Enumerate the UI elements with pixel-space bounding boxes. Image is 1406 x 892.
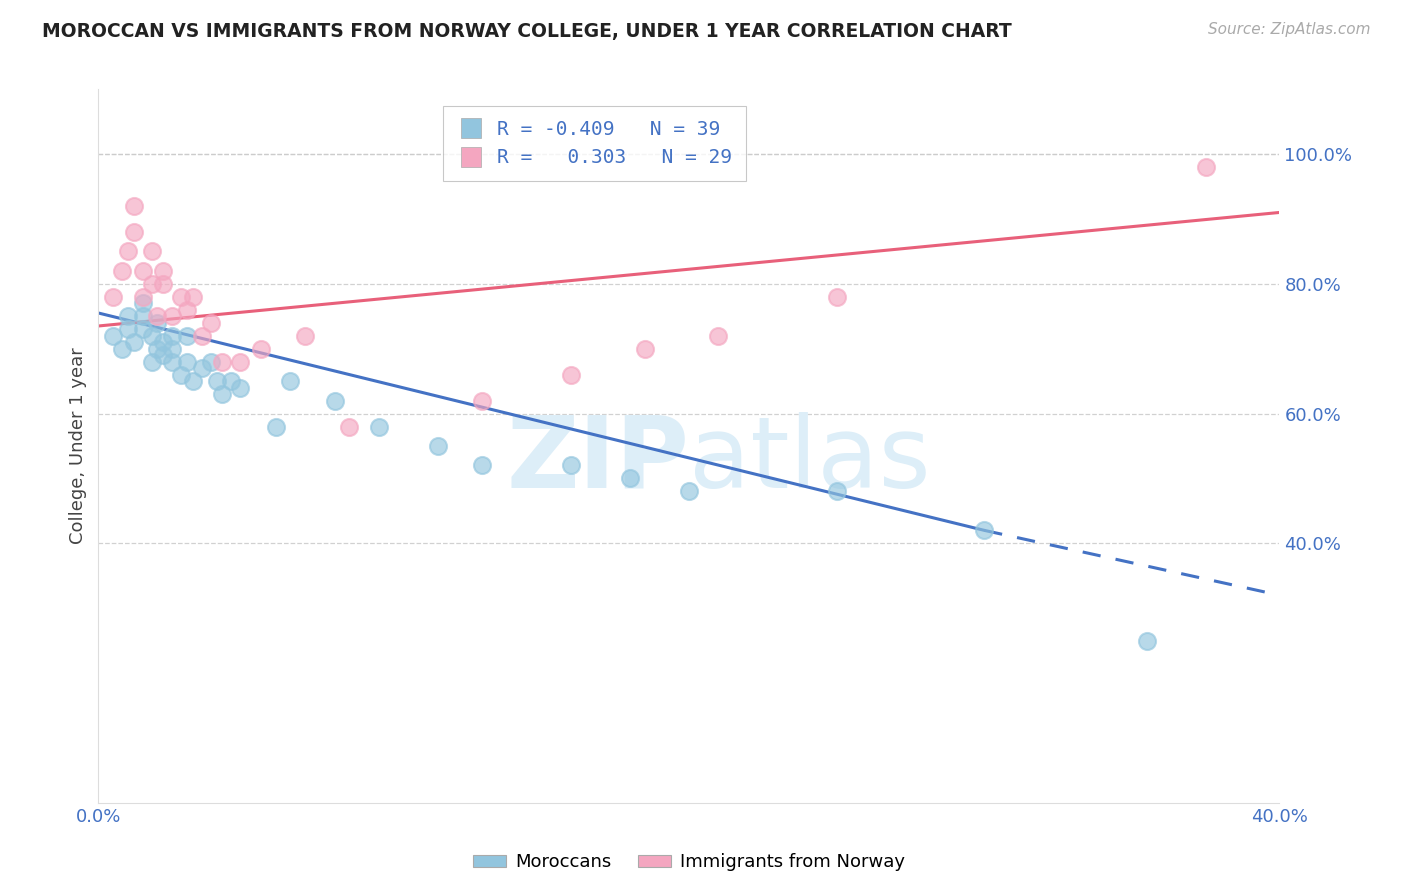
Point xyxy=(619,471,641,485)
Point xyxy=(211,354,233,368)
Point xyxy=(152,277,174,291)
Point xyxy=(162,354,183,368)
Point xyxy=(152,335,174,350)
Point xyxy=(122,225,145,239)
Point xyxy=(170,290,193,304)
Point xyxy=(219,374,242,388)
Text: Source: ZipAtlas.com: Source: ZipAtlas.com xyxy=(1208,22,1371,37)
Point xyxy=(337,419,360,434)
Text: ZIP: ZIP xyxy=(506,412,689,508)
Point xyxy=(678,484,700,499)
Point xyxy=(368,419,391,434)
Point xyxy=(560,458,582,473)
Point xyxy=(162,310,183,324)
Point xyxy=(211,387,233,401)
Point xyxy=(132,290,155,304)
Point xyxy=(170,368,193,382)
Point xyxy=(132,322,155,336)
Point xyxy=(122,335,145,350)
Point xyxy=(181,374,204,388)
Point xyxy=(278,374,302,388)
Point xyxy=(111,342,134,356)
Point xyxy=(141,277,163,291)
Point xyxy=(117,244,139,259)
Point xyxy=(191,328,214,343)
Point xyxy=(1135,633,1157,648)
Point xyxy=(560,368,582,382)
Point xyxy=(264,419,287,434)
Point xyxy=(146,310,169,324)
Point xyxy=(176,328,198,343)
Point xyxy=(323,393,346,408)
Point xyxy=(633,342,655,356)
Point xyxy=(205,374,228,388)
Point xyxy=(707,328,730,343)
Point xyxy=(117,322,139,336)
Legend: R = -0.409   N = 39, R =   0.303   N = 29: R = -0.409 N = 39, R = 0.303 N = 29 xyxy=(443,106,747,181)
Point xyxy=(294,328,316,343)
Point xyxy=(117,310,139,324)
Y-axis label: College, Under 1 year: College, Under 1 year xyxy=(69,348,87,544)
Point xyxy=(1195,160,1218,174)
Point xyxy=(229,354,252,368)
Point xyxy=(181,290,204,304)
Point xyxy=(176,302,198,317)
Point xyxy=(191,361,214,376)
Point xyxy=(132,264,155,278)
Text: atlas: atlas xyxy=(689,412,931,508)
Point xyxy=(132,310,155,324)
Point xyxy=(111,264,134,278)
Point xyxy=(132,296,155,310)
Point xyxy=(141,244,163,259)
Point xyxy=(471,393,494,408)
Point xyxy=(103,290,125,304)
Point xyxy=(427,439,450,453)
Point xyxy=(141,328,163,343)
Point xyxy=(229,381,252,395)
Point xyxy=(146,316,169,330)
Point xyxy=(162,342,183,356)
Text: MOROCCAN VS IMMIGRANTS FROM NORWAY COLLEGE, UNDER 1 YEAR CORRELATION CHART: MOROCCAN VS IMMIGRANTS FROM NORWAY COLLE… xyxy=(42,22,1012,41)
Point xyxy=(162,328,183,343)
Point xyxy=(200,316,222,330)
Point xyxy=(103,328,125,343)
Point xyxy=(146,342,169,356)
Point xyxy=(152,348,174,362)
Point xyxy=(825,290,848,304)
Point xyxy=(176,354,198,368)
Point xyxy=(141,354,163,368)
Point xyxy=(250,342,273,356)
Legend: Moroccans, Immigrants from Norway: Moroccans, Immigrants from Norway xyxy=(465,847,912,879)
Point xyxy=(471,458,494,473)
Point xyxy=(200,354,222,368)
Point xyxy=(825,484,848,499)
Point xyxy=(973,524,995,538)
Point xyxy=(122,199,145,213)
Point xyxy=(152,264,174,278)
